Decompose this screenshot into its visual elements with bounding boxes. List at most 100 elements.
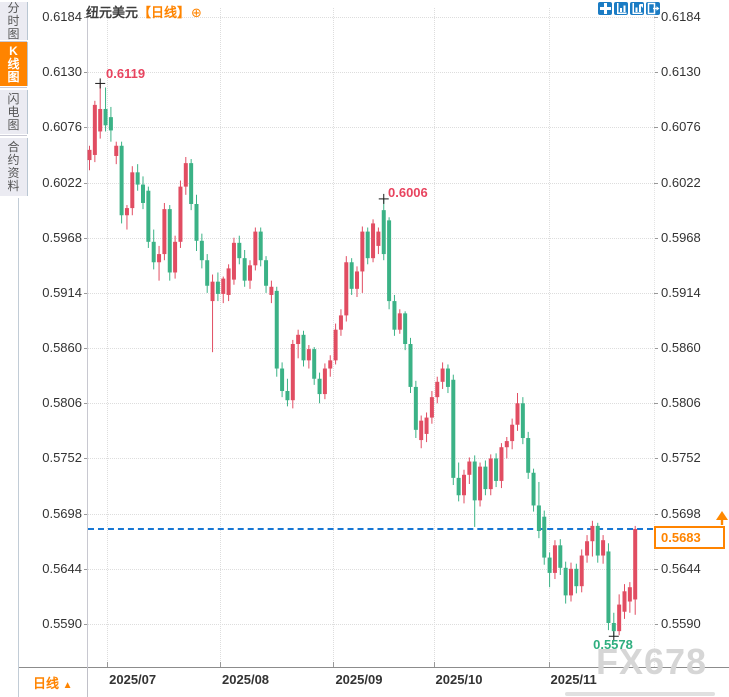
- move-tool-button[interactable]: [598, 2, 612, 15]
- h-gridline: [88, 403, 653, 405]
- candle: [194, 194, 199, 252]
- sidebar-item-label-char: 时: [7, 13, 20, 28]
- sidebar-item-label-char: 分: [7, 0, 20, 15]
- candle: [408, 337, 413, 394]
- candle: [178, 180, 183, 248]
- candle: [215, 272, 220, 302]
- y-axis-label-right: 0.5968: [661, 229, 701, 245]
- y-axis-label-left: 0.5752: [42, 450, 82, 466]
- candle: [360, 226, 365, 293]
- candle: [151, 229, 156, 270]
- candle: [542, 510, 547, 565]
- candle: [483, 460, 488, 496]
- candle: [248, 260, 252, 289]
- bar-zoom-button[interactable]: [630, 2, 644, 15]
- candle: [515, 393, 520, 431]
- candle: [258, 227, 263, 267]
- sidebar-item-time-chart[interactable]: 分时图: [0, 0, 28, 41]
- candle: [290, 339, 295, 409]
- y-axis-tick: [84, 292, 88, 294]
- candle: [103, 87, 108, 132]
- y-axis-label-right: 0.6130: [661, 64, 701, 80]
- x-axis-tick: [220, 662, 222, 667]
- candle: [552, 540, 557, 580]
- exit-button[interactable]: [646, 2, 660, 15]
- candle: [355, 266, 359, 297]
- candle: [114, 141, 119, 165]
- sidebar-item-label-char: 资: [7, 166, 20, 180]
- x-axis-label: 2025/08: [222, 672, 270, 687]
- candle: [467, 457, 472, 485]
- sidebar-item-label-char: 约: [7, 153, 20, 167]
- candle: [317, 372, 322, 404]
- reference-price-line: [88, 528, 653, 530]
- v-gridline: [433, 8, 435, 667]
- candle: [526, 431, 531, 479]
- y-axis-tick: [654, 568, 658, 570]
- candle: [173, 235, 178, 279]
- candle: [531, 468, 536, 512]
- candle: [429, 391, 434, 424]
- candle: [119, 141, 124, 224]
- y-axis-label-left: 0.5644: [42, 560, 82, 576]
- candle: [124, 205, 129, 230]
- axis-zoom-button[interactable]: [614, 2, 628, 15]
- x-axis-tick: [107, 662, 109, 667]
- candle: [264, 256, 269, 293]
- y-axis-tick: [654, 513, 658, 515]
- candle: [617, 594, 622, 636]
- y-axis-tick: [654, 292, 658, 294]
- y-axis-label-right: 0.5698: [661, 505, 701, 521]
- candle: [365, 227, 370, 265]
- y-axis-tick: [84, 237, 88, 239]
- footer-divider: [87, 667, 88, 697]
- candle: [338, 309, 343, 336]
- candle: [87, 145, 92, 171]
- sidebar-item-label-char: 图: [7, 26, 20, 41]
- candle: [226, 264, 231, 302]
- candle: [569, 562, 573, 602]
- candle: [435, 376, 440, 404]
- y-axis-label-left: 0.5698: [42, 505, 82, 521]
- y-axis-label-right: 0.6076: [661, 119, 701, 135]
- candle: [488, 454, 493, 496]
- sidebar-item-label-char: 电: [7, 104, 20, 119]
- sidebar-item-contract-info[interactable]: 合约资料: [0, 138, 28, 196]
- y-axis-label-right: 0.5644: [661, 560, 701, 576]
- y-axis-tick: [84, 458, 88, 460]
- y-axis-tick: [654, 72, 658, 74]
- candle: [494, 453, 499, 488]
- candle: [510, 418, 515, 450]
- x-axis-label: 2025/10: [435, 672, 483, 687]
- candle: [579, 549, 584, 593]
- sidebar-border: [18, 198, 19, 697]
- y-axis-label-right: 0.5752: [661, 450, 701, 466]
- candle: [328, 355, 333, 377]
- period-selector[interactable]: 日线 ▲: [33, 673, 73, 692]
- candle: [141, 176, 145, 210]
- candle: [376, 227, 381, 255]
- candle: [253, 227, 258, 271]
- sidebar-item-lightning-chart[interactable]: 闪电图: [0, 90, 28, 134]
- current-price-tag: 0.5683: [654, 526, 725, 549]
- y-axis-label-left: 0.5968: [42, 229, 82, 245]
- candle: [563, 561, 568, 604]
- candle: [280, 362, 285, 398]
- y-axis-label-right: 0.5806: [661, 395, 701, 411]
- y-axis-label-left: 0.5590: [42, 616, 82, 631]
- y-axis-line: [87, 10, 88, 667]
- v-gridline: [548, 8, 550, 667]
- h-gridline: [88, 568, 653, 570]
- candle: [403, 311, 408, 351]
- y-axis-label-left: 0.6022: [42, 174, 82, 190]
- candle: [478, 462, 483, 507]
- candle: [157, 245, 162, 281]
- y-axis-tick: [654, 348, 658, 350]
- horizontal-scrollbar-thumb[interactable]: [565, 692, 715, 696]
- candle: [237, 235, 242, 265]
- add-icon[interactable]: ⊕: [191, 5, 202, 20]
- candle: [585, 535, 590, 563]
- y-axis-tick: [84, 348, 88, 350]
